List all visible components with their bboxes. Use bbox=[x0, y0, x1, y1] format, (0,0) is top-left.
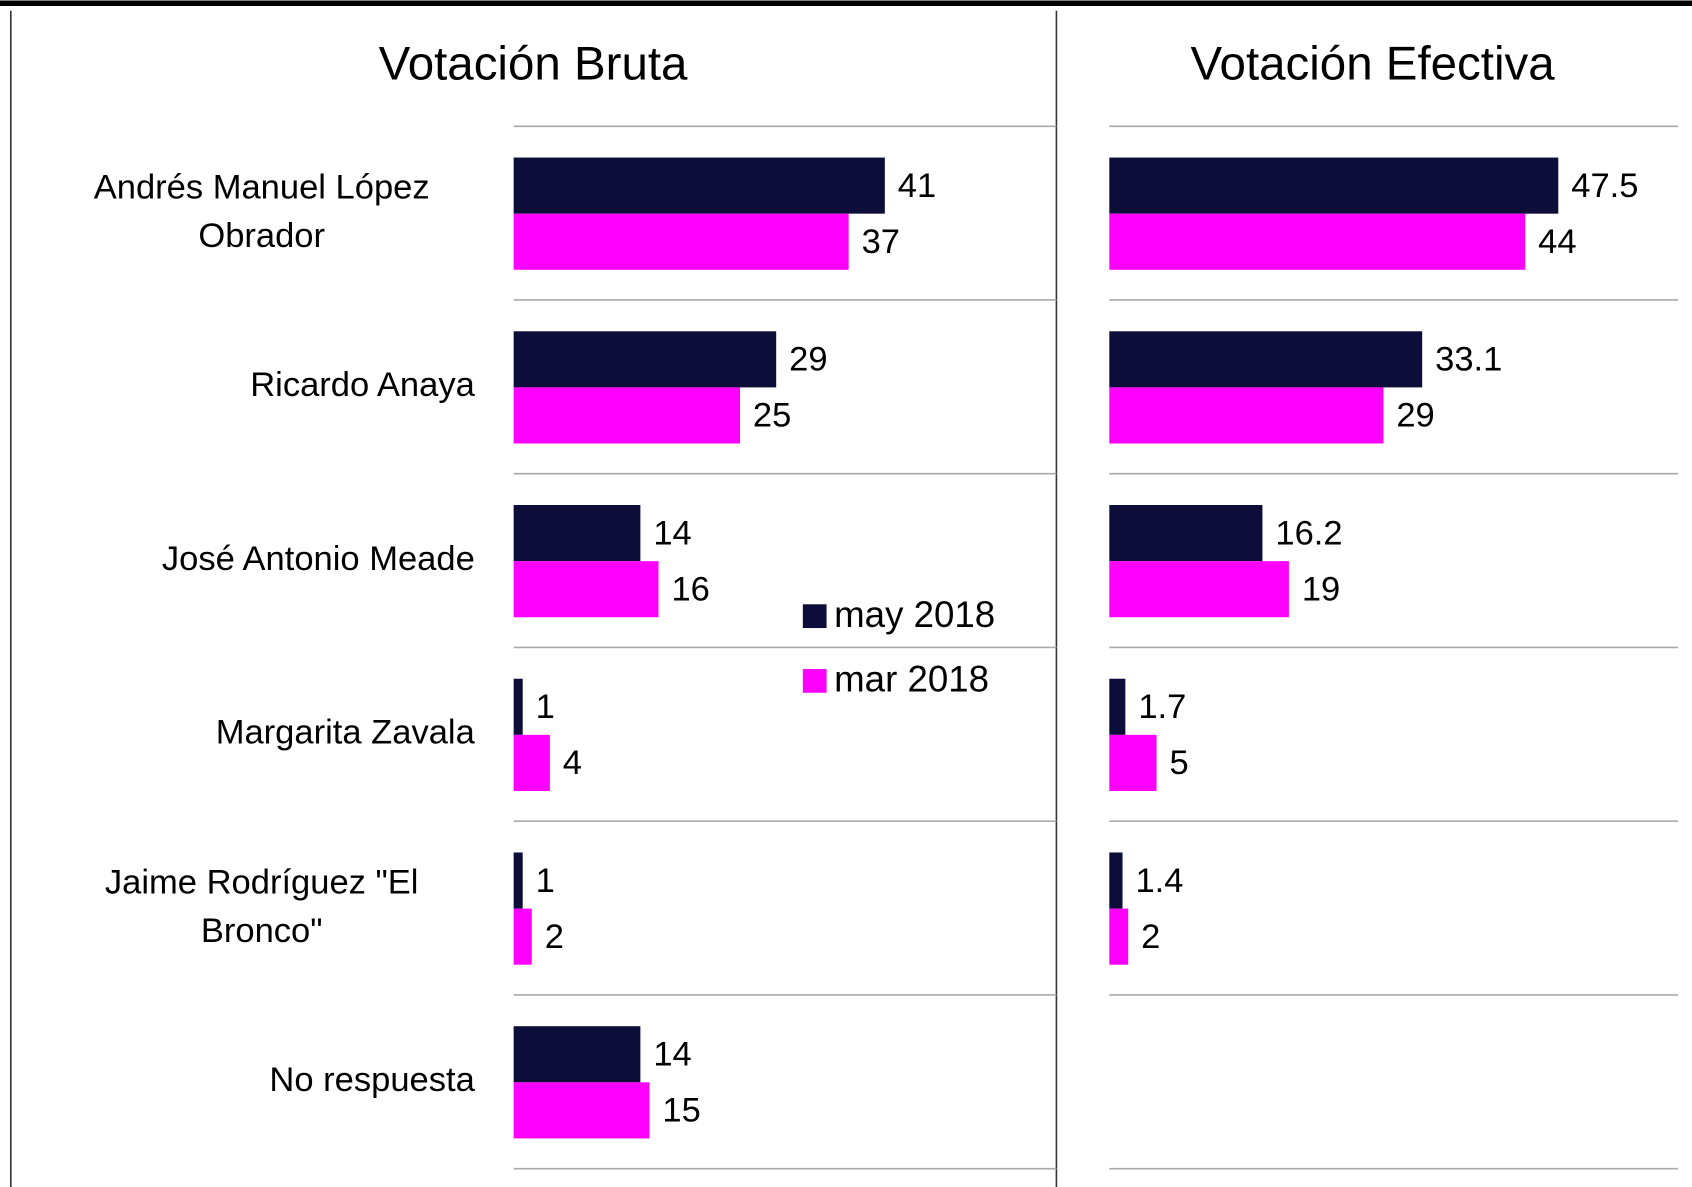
category-label-box: José Antonio Meade bbox=[11, 472, 475, 646]
category-label-box: Jaime Rodríguez "El Bronco" bbox=[11, 819, 475, 993]
category-label-wrap: José Antonio Meade bbox=[11, 472, 475, 646]
bar bbox=[513, 852, 523, 909]
category-label-box: No respuesta bbox=[11, 993, 475, 1167]
category-label-box: Andrés Manuel López Obrador bbox=[11, 124, 475, 298]
bar bbox=[513, 213, 849, 270]
bar bbox=[513, 734, 550, 791]
bar bbox=[513, 1082, 650, 1139]
category-label-box: Margarita Zavala bbox=[11, 645, 475, 819]
bar bbox=[1109, 213, 1526, 270]
legend-label: may 2018 bbox=[834, 594, 995, 635]
bar bbox=[1109, 678, 1126, 735]
bar bbox=[513, 1026, 641, 1083]
bar bbox=[513, 157, 885, 214]
value-label: 37 bbox=[862, 223, 900, 261]
category-label: No respuesta bbox=[269, 1059, 475, 1099]
value-label: 44 bbox=[1538, 223, 1576, 261]
bar bbox=[1109, 387, 1384, 444]
legend-label: mar 2018 bbox=[834, 659, 989, 700]
category-label: Andrés Manuel López Obrador bbox=[93, 166, 430, 255]
category-label: Margarita Zavala bbox=[215, 712, 475, 752]
bar bbox=[1109, 505, 1263, 562]
value-label: 15 bbox=[662, 1092, 700, 1130]
value-label: 1.7 bbox=[1138, 688, 1186, 726]
value-label: 29 bbox=[1396, 397, 1434, 435]
bar bbox=[1109, 908, 1129, 965]
category-label: Jaime Rodríguez "El Bronco" bbox=[104, 861, 419, 950]
bar bbox=[1109, 561, 1289, 618]
value-label: 14 bbox=[653, 1036, 691, 1074]
bar bbox=[1109, 852, 1123, 909]
category-label-box: Ricardo Anaya bbox=[11, 298, 475, 472]
category-label-wrap: Jaime Rodríguez "El Bronco" bbox=[11, 819, 475, 993]
value-label: 47.5 bbox=[1571, 167, 1638, 205]
category-label-wrap: Ricardo Anaya bbox=[11, 298, 475, 472]
legend-swatch bbox=[802, 669, 827, 693]
bar bbox=[1109, 157, 1559, 214]
bar bbox=[513, 908, 532, 965]
legend-swatch bbox=[802, 604, 827, 629]
value-label: 1 bbox=[536, 688, 555, 726]
category-label-wrap: Andrés Manuel López Obrador bbox=[11, 124, 475, 298]
value-label: 33.1 bbox=[1435, 341, 1502, 379]
chart-title: Votación Bruta bbox=[379, 37, 688, 90]
category-label-wrap: No respuesta bbox=[11, 993, 475, 1167]
category-label: Ricardo Anaya bbox=[250, 364, 475, 404]
bar bbox=[513, 678, 523, 735]
category-label: José Antonio Meade bbox=[161, 538, 475, 578]
value-label: 2 bbox=[545, 918, 564, 956]
value-label: 29 bbox=[789, 341, 827, 379]
value-label: 41 bbox=[898, 167, 936, 205]
bar bbox=[513, 387, 740, 444]
value-label: 1.4 bbox=[1135, 862, 1183, 900]
value-label: 25 bbox=[753, 397, 791, 435]
category-label-wrap: Margarita Zavala bbox=[11, 645, 475, 819]
bar bbox=[513, 561, 659, 618]
value-label: 16 bbox=[671, 570, 709, 608]
value-label: 16.2 bbox=[1275, 514, 1342, 552]
chart-title: Votación Efectiva bbox=[1191, 37, 1556, 90]
value-label: 14 bbox=[653, 514, 691, 552]
bar bbox=[513, 331, 777, 388]
value-label: 2 bbox=[1141, 918, 1160, 956]
value-label: 4 bbox=[563, 744, 582, 782]
bar bbox=[1109, 734, 1157, 791]
bar bbox=[1109, 331, 1423, 388]
value-label: 5 bbox=[1170, 744, 1189, 782]
value-label: 19 bbox=[1302, 570, 1340, 608]
bar bbox=[513, 505, 641, 562]
value-label: 1 bbox=[536, 862, 555, 900]
